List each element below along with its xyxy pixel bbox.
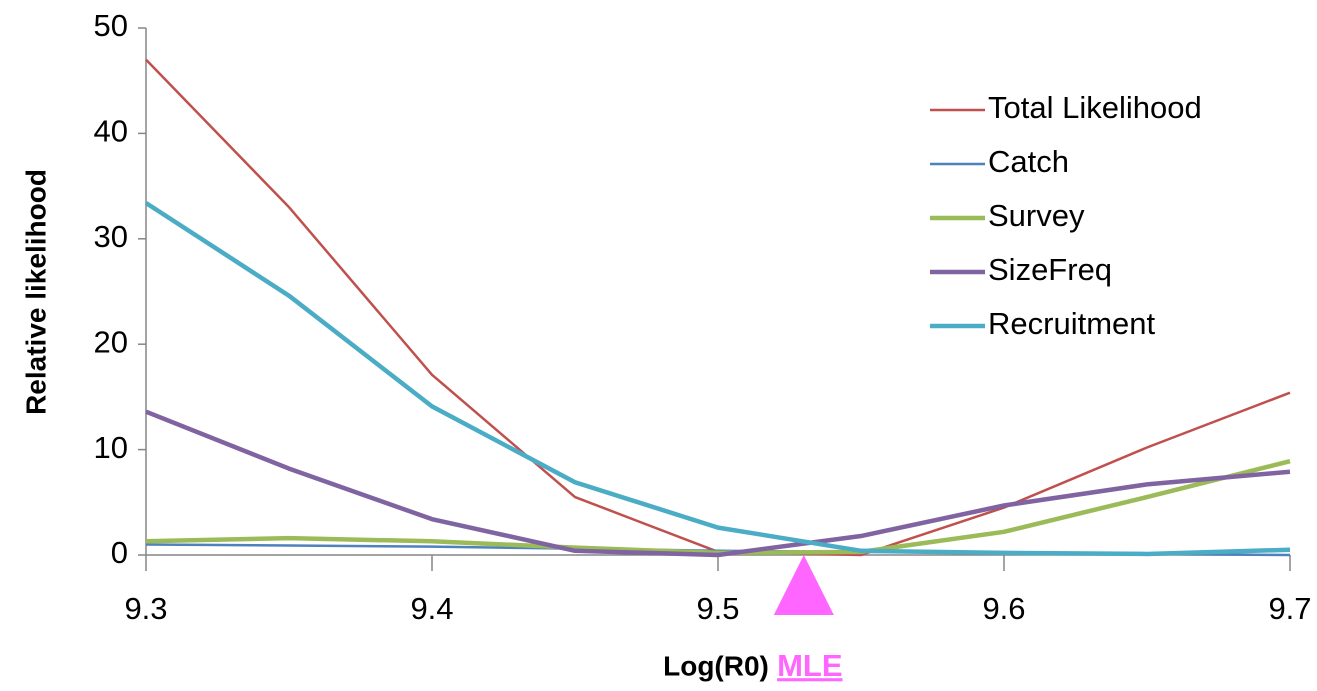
- y-tick-label: 40: [94, 114, 128, 149]
- series-line: [145, 459, 1291, 556]
- legend-label: SizeFreq: [988, 252, 1112, 287]
- y-axis-title: Relative likelihood: [20, 169, 51, 415]
- mle-marker: [773, 555, 834, 615]
- series-line: [145, 409, 1291, 558]
- x-axis-title: Log(R0): [663, 650, 769, 681]
- x-tick-label: 9.6: [982, 591, 1025, 626]
- x-tick-label: 9.5: [696, 591, 739, 626]
- y-tick-label: 10: [94, 430, 128, 465]
- legend-label: Catch: [988, 144, 1069, 179]
- x-tick-label: 9.4: [410, 591, 453, 626]
- y-tick-label: 50: [94, 8, 128, 43]
- legend-label: Survey: [988, 198, 1085, 233]
- x-tick-label: 9.3: [124, 591, 167, 626]
- legend-label: Total Likelihood: [988, 90, 1202, 125]
- y-tick-label: 30: [94, 219, 128, 254]
- y-tick-label: 0: [111, 535, 128, 570]
- legend-label: Recruitment: [988, 306, 1155, 341]
- series-line: [144, 201, 1291, 557]
- y-tick-label: 20: [94, 324, 128, 359]
- mle-label: MLE: [777, 648, 842, 683]
- x-tick-label: 9.7: [1268, 591, 1311, 626]
